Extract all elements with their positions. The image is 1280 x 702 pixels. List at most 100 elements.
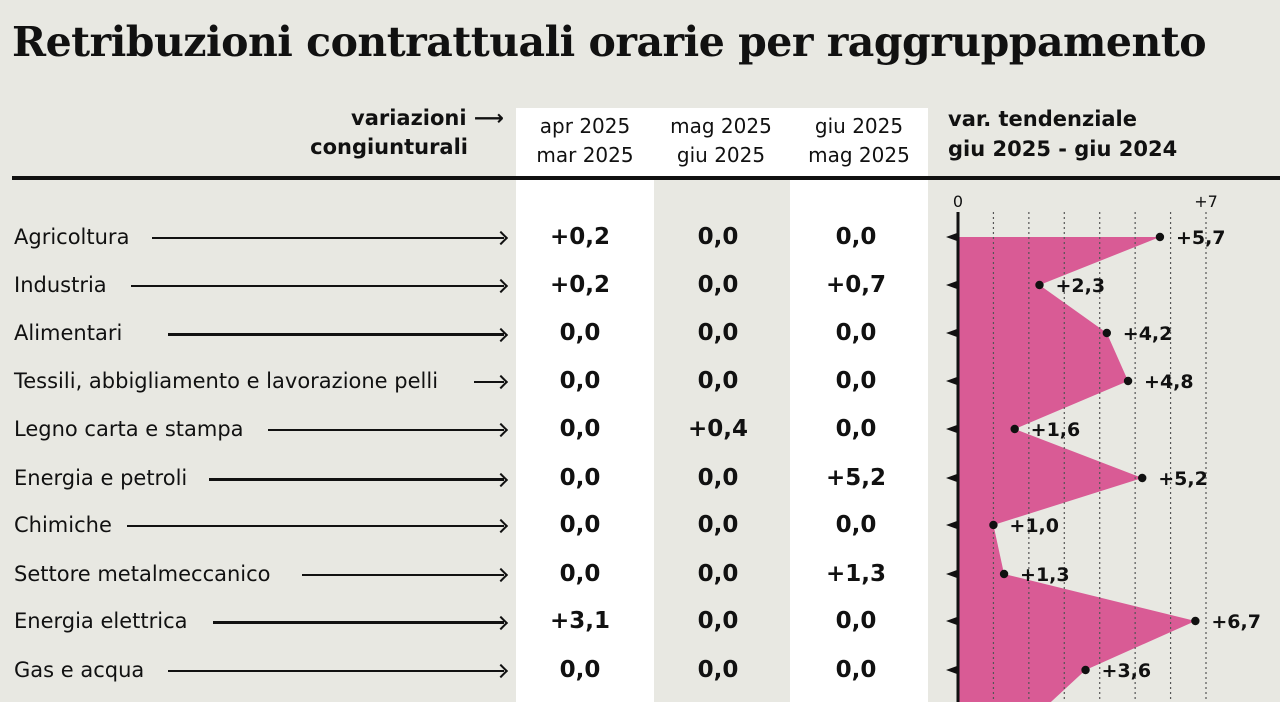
row-agricoltura-col1: +0,2 bbox=[549, 224, 610, 250]
axis-arrow-7 bbox=[946, 521, 957, 529]
axis-arrow-8 bbox=[946, 570, 957, 578]
column-header-1: apr 2025 mar 2025 bbox=[521, 112, 649, 170]
column-header-3-line1: giu 2025 bbox=[814, 114, 904, 138]
row-leader-agricoltura bbox=[152, 237, 504, 239]
point-6 bbox=[1138, 473, 1147, 483]
row-legno-col3: 0,0 bbox=[835, 416, 877, 442]
row-gas-acqua-col3: 0,0 bbox=[835, 657, 877, 683]
chart-header-line1: var. tendenziale bbox=[948, 107, 1137, 131]
row-label-industria: Industria bbox=[14, 273, 107, 297]
row-legno-col1: 0,0 bbox=[559, 416, 601, 442]
value-label-8: +1,3 bbox=[1020, 564, 1070, 586]
axis-arrow-10 bbox=[946, 666, 957, 674]
row-energia-elettrica-col1: +3,1 bbox=[549, 608, 610, 634]
chart-header-line2: giu 2025 - giu 2024 bbox=[948, 137, 1178, 161]
row-label-energia-petroli: Energia e petroli bbox=[14, 466, 188, 490]
trend-area bbox=[958, 237, 1196, 702]
point-5 bbox=[1010, 424, 1019, 434]
column-background-1 bbox=[516, 108, 654, 702]
row-agricoltura-col2: 0,0 bbox=[697, 224, 739, 250]
row-energia-petroli-col1: 0,0 bbox=[559, 465, 601, 491]
point-8 bbox=[999, 569, 1009, 579]
header-note-line1: variazioni ⟶ bbox=[351, 106, 504, 130]
row-leader-chimiche bbox=[127, 525, 504, 527]
row-label-tessili: Tessili, abbigliamento e lavorazione pel… bbox=[14, 369, 439, 393]
point-9 bbox=[1191, 616, 1200, 626]
row-label-energia-elettrica: Energia elettrica bbox=[14, 609, 188, 633]
axis-arrow-9 bbox=[946, 617, 957, 625]
row-label-metalmeccanico: Settore metalmeccanico bbox=[14, 562, 271, 586]
chart-header: var. tendenziale giu 2025 - giu 2024 bbox=[948, 104, 1177, 164]
row-alimentari-col3: 0,0 bbox=[835, 320, 877, 346]
row-label-chimiche: Chimiche bbox=[14, 513, 112, 537]
row-gas-acqua-col2: 0,0 bbox=[697, 657, 739, 683]
row-leader-metalmeccanico bbox=[302, 574, 504, 576]
header-rule bbox=[12, 176, 1280, 180]
row-energia-petroli-col3: +5,2 bbox=[825, 465, 886, 491]
row-leader-legno bbox=[268, 429, 504, 431]
value-label-1: +5,7 bbox=[1176, 227, 1226, 249]
row-leader-alimentari bbox=[168, 333, 504, 336]
chart-title: Retribuzioni contrattuali orarie per rag… bbox=[12, 18, 1207, 66]
column-header-1-line2: mar 2025 bbox=[536, 143, 634, 167]
value-label-7: +1,0 bbox=[1009, 515, 1059, 537]
point-4 bbox=[1123, 376, 1133, 386]
row-metalmeccanico-col2: 0,0 bbox=[697, 561, 739, 587]
column-head-background-2 bbox=[654, 108, 790, 178]
row-label-agricoltura: Agricoltura bbox=[14, 225, 130, 249]
row-leader-energia-elettrica bbox=[213, 621, 504, 624]
row-gas-acqua-col1: 0,0 bbox=[559, 657, 601, 683]
row-energia-elettrica-col2: 0,0 bbox=[697, 608, 739, 634]
row-metalmeccanico-col3: +1,3 bbox=[825, 561, 886, 587]
row-label-gas-acqua: Gas e acqua bbox=[14, 658, 145, 682]
row-leader-gas-acqua bbox=[168, 670, 504, 672]
header-note: variazioni ⟶ congiunturali bbox=[250, 104, 504, 162]
axis-arrow-3 bbox=[946, 329, 957, 337]
value-label-4: +4,8 bbox=[1144, 371, 1194, 393]
row-industria-col1: +0,2 bbox=[549, 272, 610, 298]
row-leader-energia-petroli bbox=[209, 478, 504, 481]
row-industria-col2: 0,0 bbox=[697, 272, 739, 298]
column-header-3-line2: mag 2025 bbox=[808, 143, 910, 167]
axis-arrow-2 bbox=[946, 281, 957, 289]
column-header-1-line1: apr 2025 bbox=[539, 114, 631, 138]
value-label-9: +6,7 bbox=[1211, 611, 1261, 633]
row-chimiche-col2: 0,0 bbox=[697, 512, 739, 538]
point-7 bbox=[989, 520, 998, 530]
column-background-3 bbox=[790, 108, 928, 702]
value-label-2: +2,3 bbox=[1055, 275, 1105, 297]
axis-arrow-5 bbox=[946, 425, 957, 433]
row-tessili-col3: 0,0 bbox=[835, 368, 877, 394]
column-header-2: mag 2025 giu 2025 bbox=[657, 112, 785, 170]
row-label-alimentari: Alimentari bbox=[14, 321, 123, 345]
row-tessili-col1: 0,0 bbox=[559, 368, 601, 394]
row-chimiche-col1: 0,0 bbox=[559, 512, 601, 538]
column-header-2-line2: giu 2025 bbox=[676, 143, 766, 167]
axis-arrow-4 bbox=[946, 377, 957, 385]
column-header-3: giu 2025 mag 2025 bbox=[795, 112, 923, 170]
row-chimiche-col3: 0,0 bbox=[835, 512, 877, 538]
row-alimentari-col2: 0,0 bbox=[697, 320, 739, 346]
point-1 bbox=[1155, 232, 1165, 242]
row-energia-petroli-col2: 0,0 bbox=[697, 465, 739, 491]
column-header-2-line1: mag 2025 bbox=[670, 114, 772, 138]
row-tessili-col2: 0,0 bbox=[697, 368, 739, 394]
header-note-line2: congiunturali bbox=[310, 135, 468, 159]
row-energia-elettrica-col3: 0,0 bbox=[835, 608, 877, 634]
point-3 bbox=[1102, 328, 1112, 338]
value-label-10: +3,6 bbox=[1102, 660, 1152, 682]
point-10 bbox=[1081, 665, 1090, 675]
value-label-6: +5,2 bbox=[1158, 468, 1208, 490]
row-leader-tessili bbox=[474, 381, 504, 383]
row-leader-industria bbox=[131, 285, 504, 287]
row-label-legno: Legno carta e stampa bbox=[14, 417, 244, 441]
row-industria-col3: +0,7 bbox=[825, 272, 886, 298]
tick-label-7: +7 bbox=[1194, 192, 1218, 211]
point-2 bbox=[1035, 280, 1044, 290]
row-alimentari-col1: 0,0 bbox=[559, 320, 601, 346]
row-legno-col2: +0,4 bbox=[687, 416, 748, 442]
tick-label-0: 0 bbox=[953, 192, 963, 211]
axis-arrow-1 bbox=[946, 233, 957, 241]
row-metalmeccanico-col1: 0,0 bbox=[559, 561, 601, 587]
